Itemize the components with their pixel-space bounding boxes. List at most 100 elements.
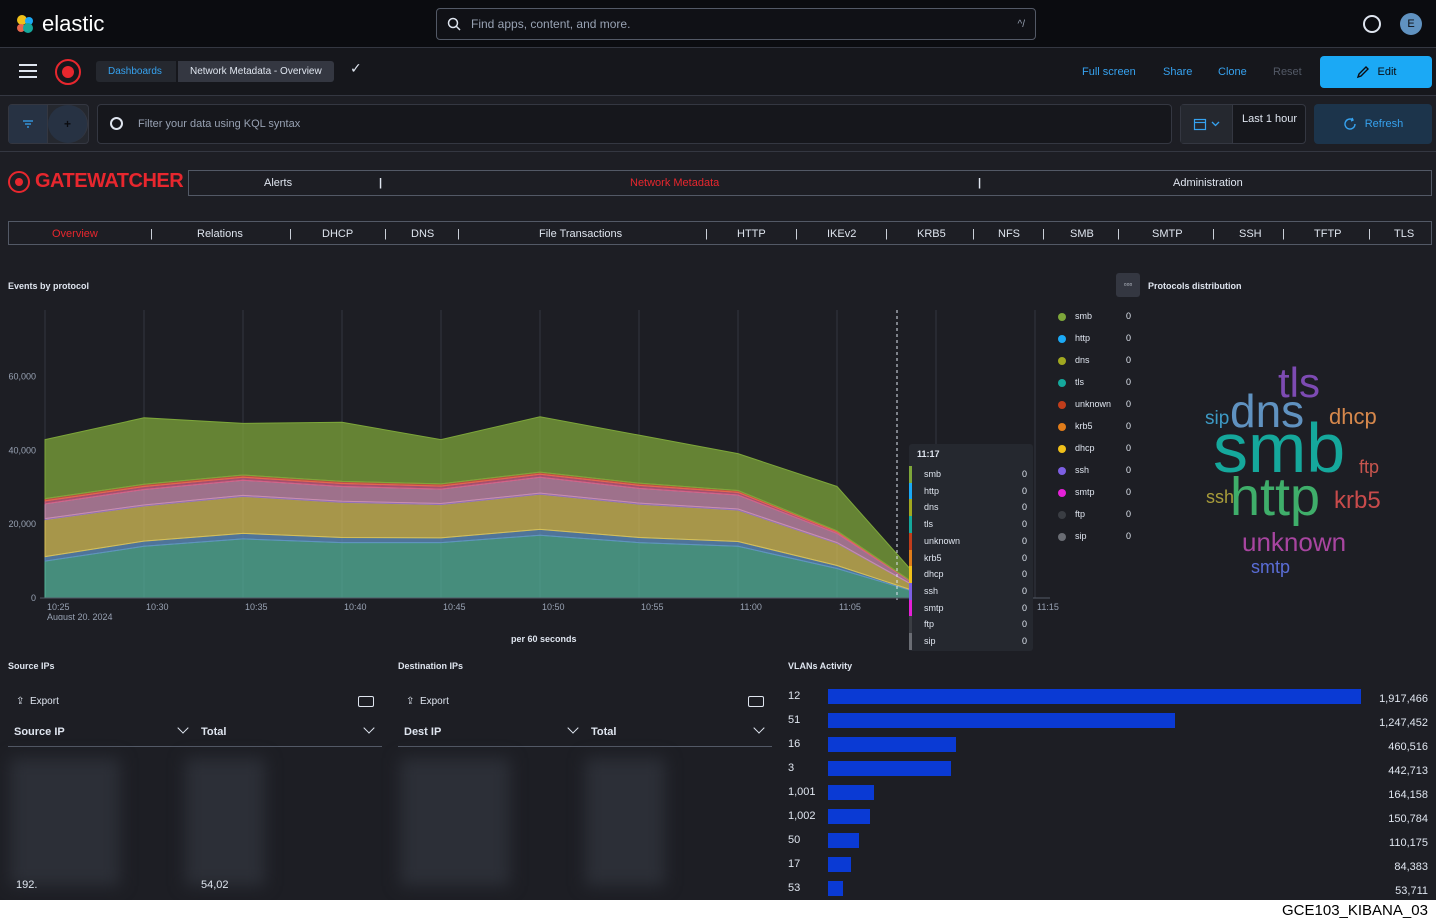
vlan-value: 1,917,466 bbox=[1379, 693, 1428, 705]
col-dest-ip[interactable]: Dest IP bbox=[404, 726, 442, 738]
legend-toggle-button[interactable]: ▫▫▫ bbox=[1116, 273, 1140, 297]
elastic-cluster-icon bbox=[17, 15, 33, 33]
vlan-bar[interactable] bbox=[828, 881, 843, 896]
vlan-bar[interactable] bbox=[828, 689, 1361, 704]
chevron-down-icon[interactable] bbox=[567, 722, 579, 734]
nav-separator: | bbox=[1117, 228, 1120, 240]
subnav-file-transactions[interactable]: File Transactions bbox=[539, 228, 623, 240]
legend-dot bbox=[1058, 489, 1066, 497]
subnav-http[interactable]: HTTP bbox=[737, 228, 766, 240]
cloud-word-dhcp[interactable]: dhcp bbox=[1329, 404, 1377, 429]
legend-item-dhcp[interactable]: dhcp 0 bbox=[1058, 442, 1138, 456]
vlan-bar[interactable] bbox=[828, 761, 952, 776]
vlan-bar[interactable] bbox=[828, 785, 874, 800]
subnav-relations[interactable]: Relations bbox=[197, 228, 243, 240]
legend-item-tls[interactable]: tls 0 bbox=[1058, 376, 1138, 390]
cloud-word-ftp[interactable]: ftp bbox=[1359, 457, 1380, 477]
vlan-label: 1,002 bbox=[788, 810, 816, 822]
subnav-dns[interactable]: DNS bbox=[411, 228, 435, 240]
col-source-ip[interactable]: Source IP bbox=[14, 726, 65, 738]
vlan-bar[interactable] bbox=[828, 809, 870, 824]
help-icon[interactable] bbox=[1363, 15, 1381, 33]
subnav-ikev2[interactable]: IKEv2 bbox=[827, 228, 857, 240]
col-total[interactable]: Total bbox=[591, 726, 617, 738]
subnav-tftp[interactable]: TFTP bbox=[1314, 228, 1342, 240]
subnav-dhcp[interactable]: DHCP bbox=[322, 228, 354, 240]
col-total[interactable]: Total bbox=[201, 726, 227, 738]
subnav-nfs[interactable]: NFS bbox=[998, 228, 1020, 240]
legend-dot bbox=[1058, 313, 1066, 321]
share-link[interactable]: Share bbox=[1163, 66, 1193, 78]
filter-menu-button[interactable] bbox=[9, 105, 48, 143]
global-search-input[interactable]: Find apps, content, and more. ^/ bbox=[436, 8, 1036, 40]
chevron-down-icon[interactable] bbox=[753, 722, 765, 734]
user-avatar[interactable]: E bbox=[1400, 13, 1422, 35]
tooltip-series-name: tls bbox=[924, 519, 933, 530]
legend-item-smtp[interactable]: smtp 0 bbox=[1058, 486, 1138, 500]
add-filter-button[interactable]: + bbox=[48, 105, 88, 143]
refresh-button[interactable]: Refresh bbox=[1314, 104, 1432, 144]
subnav-krb5[interactable]: KRB5 bbox=[917, 228, 946, 240]
kql-input[interactable]: Filter your data using KQL syntax bbox=[97, 104, 1172, 144]
vlan-bar[interactable] bbox=[828, 737, 956, 752]
y-tick-label: 20,000 bbox=[8, 519, 36, 529]
cloud-word-smb[interactable]: smb bbox=[1213, 409, 1346, 487]
tooltip-row-tls: tls 0 bbox=[909, 516, 1033, 534]
date-picker[interactable]: Last 1 hour bbox=[1180, 104, 1306, 144]
vlan-bar[interactable] bbox=[828, 857, 852, 872]
tooltip-color-swatch bbox=[909, 466, 912, 483]
subnav-tls[interactable]: TLS bbox=[1394, 228, 1415, 240]
clone-link[interactable]: Clone bbox=[1218, 66, 1247, 78]
gatewatcher-logo-icon bbox=[8, 170, 30, 193]
tooltip-series-value: 0 bbox=[1022, 602, 1028, 613]
vlan-value: 460,516 bbox=[1388, 741, 1428, 753]
vlan-label: 12 bbox=[788, 690, 801, 702]
chevron-down-icon[interactable] bbox=[363, 722, 375, 734]
cloud-word-http[interactable]: http bbox=[1230, 467, 1321, 527]
legend-item-unknown[interactable]: unknown 0 bbox=[1058, 398, 1138, 412]
legend-item-smb[interactable]: smb 0 bbox=[1058, 310, 1138, 324]
legend-item-dns[interactable]: dns 0 bbox=[1058, 354, 1138, 368]
vlan-bar[interactable] bbox=[828, 713, 1175, 728]
protocol-nav: Overview | Relations | DHCP | DNS | File… bbox=[8, 221, 1432, 245]
menu-icon[interactable] bbox=[19, 64, 37, 78]
legend-item-ftp[interactable]: ftp 0 bbox=[1058, 508, 1138, 522]
nav-alerts[interactable]: Alerts bbox=[264, 177, 293, 189]
nav-network-metadata[interactable]: Network Metadata bbox=[630, 177, 720, 189]
nav-separator: | bbox=[457, 228, 460, 240]
cloud-word-unknown[interactable]: unknown bbox=[1242, 527, 1347, 557]
subnav-overview[interactable]: Overview bbox=[52, 228, 98, 240]
edit-button[interactable]: Edit bbox=[1320, 56, 1432, 88]
cloud-word-ssh[interactable]: ssh bbox=[1206, 487, 1235, 507]
breadcrumb-dashboards[interactable]: Dashboards bbox=[96, 61, 176, 82]
subnav-ssh[interactable]: SSH bbox=[1239, 228, 1262, 240]
full-screen-link[interactable]: Full screen bbox=[1082, 66, 1136, 78]
legend-item-krb5[interactable]: krb5 0 bbox=[1058, 420, 1138, 434]
cloud-word-tls[interactable]: tls bbox=[1278, 359, 1320, 406]
chevron-down-icon[interactable] bbox=[177, 722, 189, 734]
events-chart[interactable]: 0 20,000 40,000 60,000 10:25 10:30 10:35 10:40… bbox=[0, 300, 1060, 620]
source-export-button[interactable]: ⇪ Export bbox=[16, 696, 59, 707]
keyboard-icon[interactable] bbox=[748, 696, 764, 707]
elastic-logo[interactable]: elastic bbox=[14, 11, 104, 37]
subnav-smtp[interactable]: SMTP bbox=[1152, 228, 1183, 240]
keyboard-icon[interactable] bbox=[358, 696, 374, 707]
cloud-word-dns[interactable]: dns bbox=[1230, 385, 1305, 437]
legend-item-http[interactable]: http 0 bbox=[1058, 332, 1138, 346]
quick-menu-button[interactable] bbox=[1181, 105, 1233, 143]
reset-link[interactable]: Reset bbox=[1273, 66, 1302, 78]
cloud-word-sip[interactable]: sip bbox=[1205, 408, 1230, 429]
legend-value: 0 bbox=[1126, 377, 1132, 387]
vlan-label: 17 bbox=[788, 858, 801, 870]
legend-item-sip[interactable]: sip 0 bbox=[1058, 530, 1138, 544]
cloud-word-krb5[interactable]: krb5 bbox=[1334, 487, 1381, 514]
subnav-smb[interactable]: SMB bbox=[1070, 228, 1094, 240]
dest-export-button[interactable]: ⇪ Export bbox=[406, 696, 449, 707]
tooltip-color-swatch bbox=[909, 516, 912, 534]
legend-item-ssh[interactable]: ssh 0 bbox=[1058, 464, 1138, 478]
nav-administration[interactable]: Administration bbox=[1173, 177, 1243, 189]
vlan-bar[interactable] bbox=[828, 833, 859, 848]
gatewatcher-app-icon[interactable] bbox=[55, 59, 81, 85]
x-tick-label: 10:40 bbox=[344, 602, 367, 612]
cloud-word-smtp[interactable]: smtp bbox=[1251, 557, 1291, 577]
